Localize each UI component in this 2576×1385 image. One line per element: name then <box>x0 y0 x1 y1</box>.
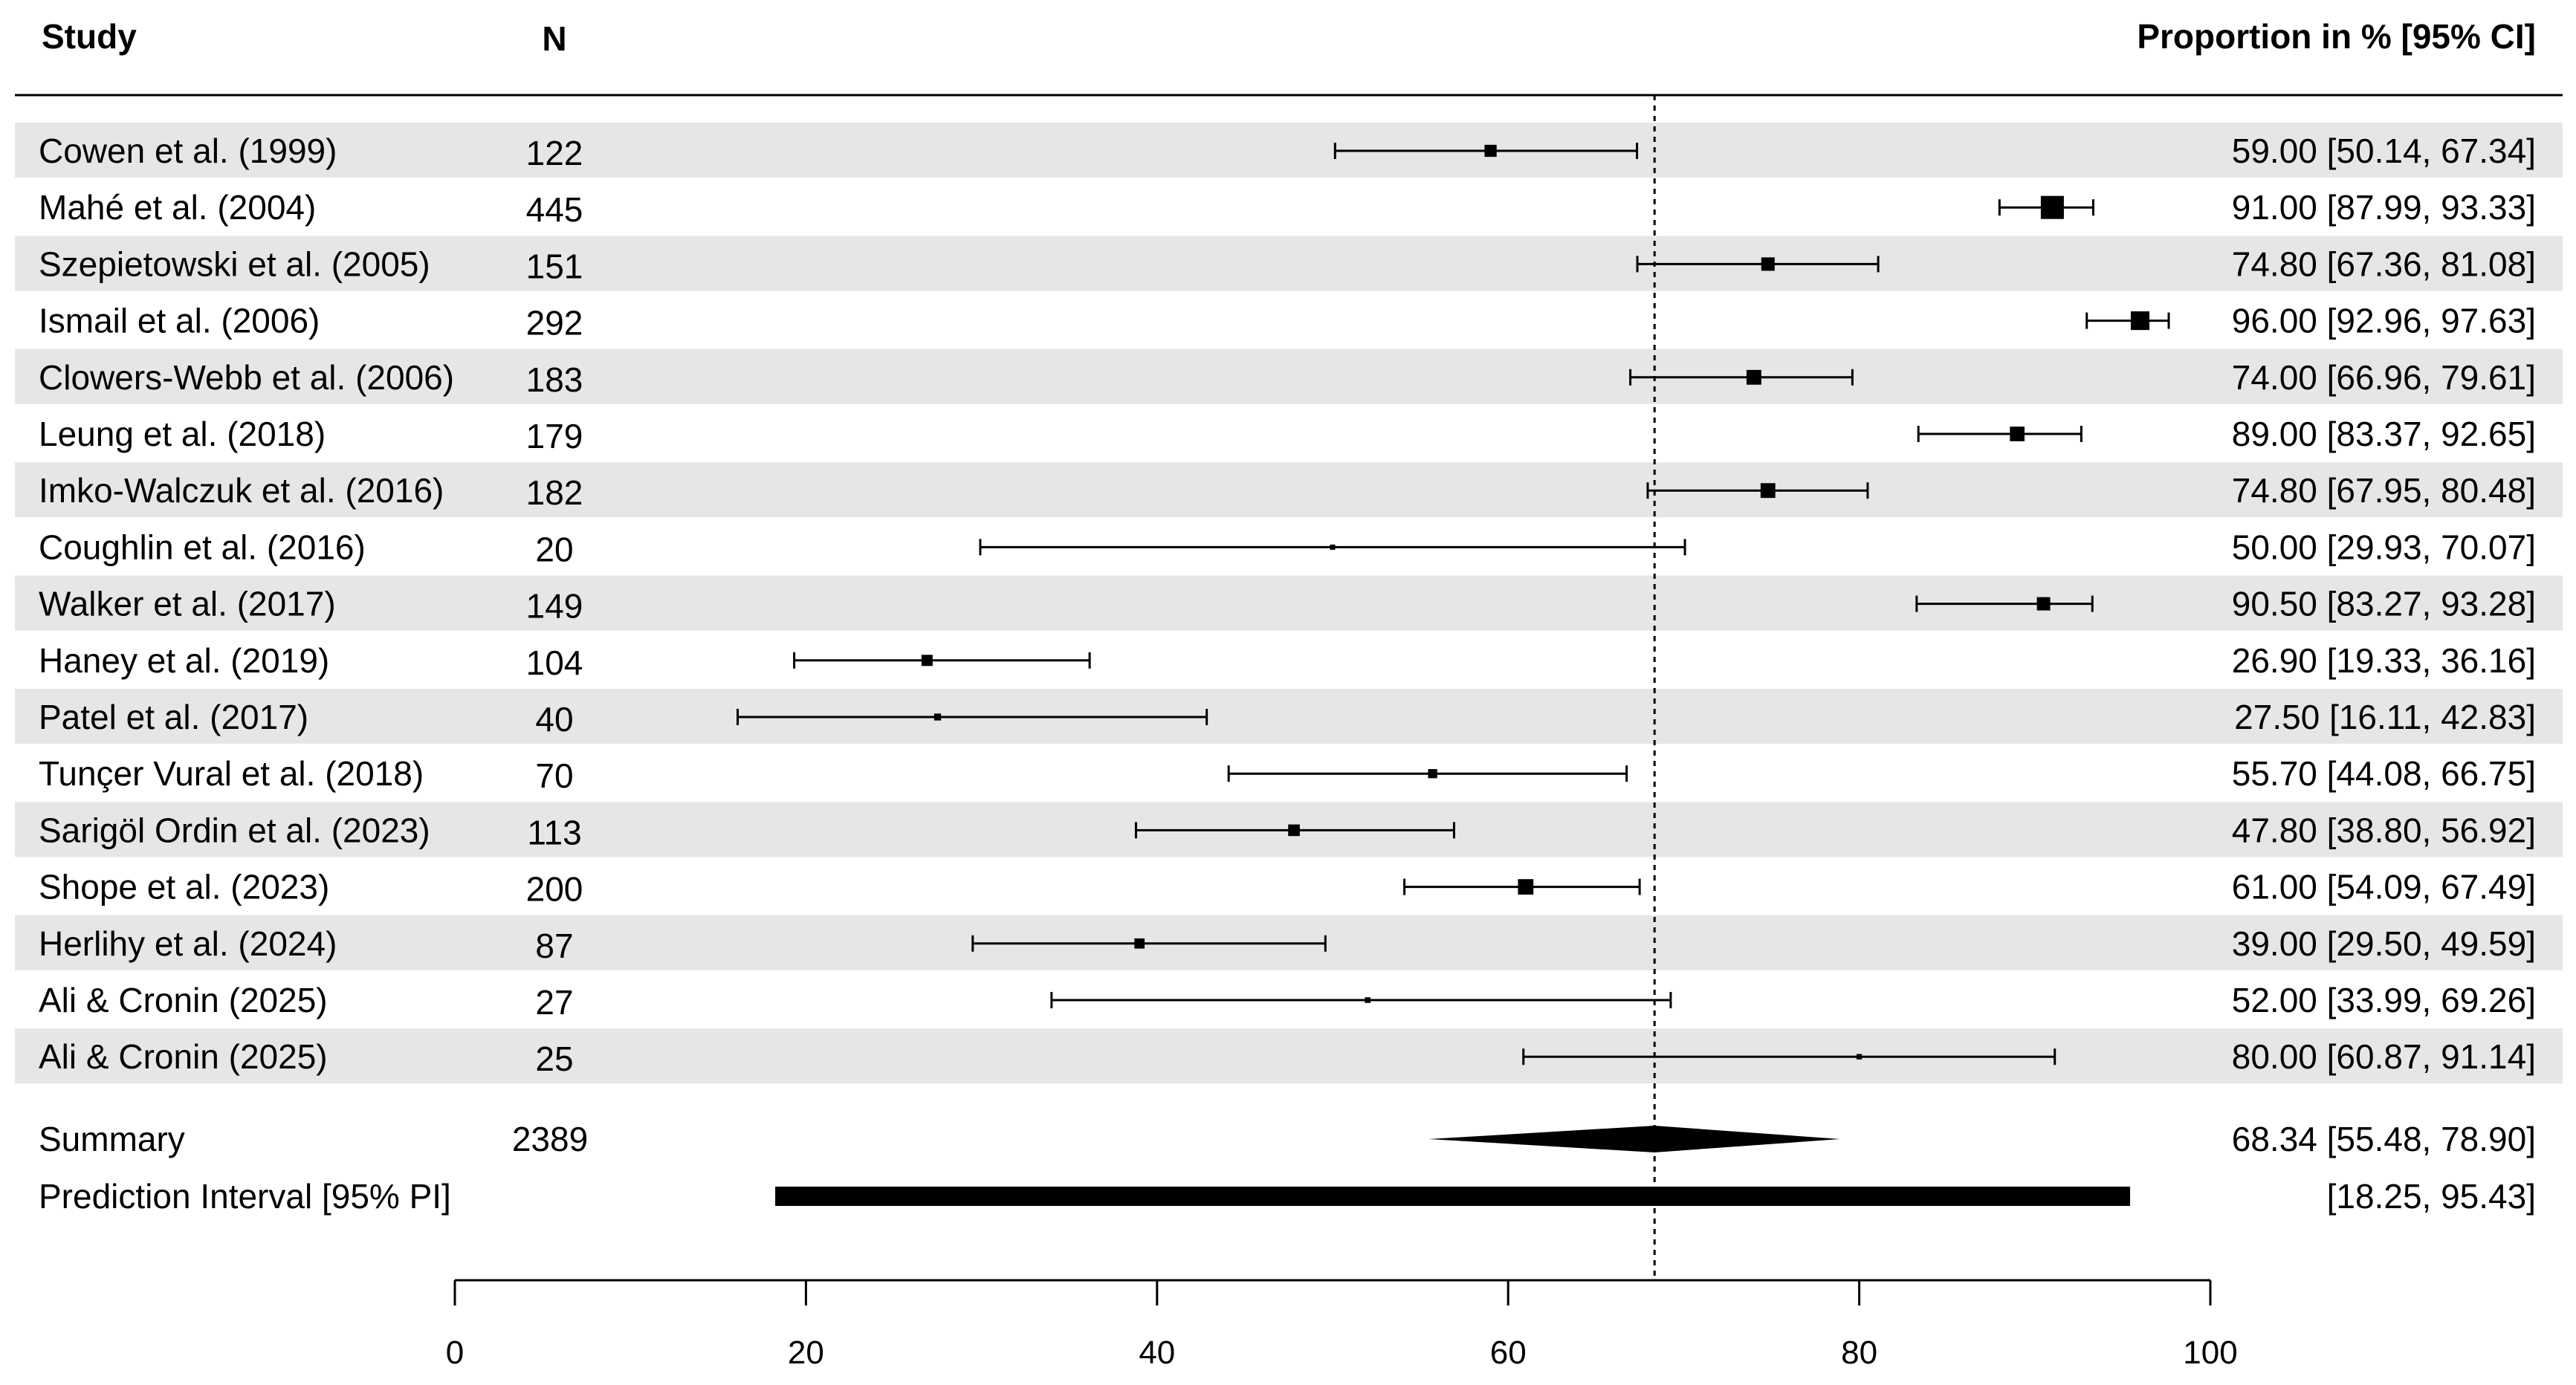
study-estimate-text: 80.00 [60.87, 91.14] <box>2232 1037 2536 1076</box>
x-tick-label: 60 <box>1490 1334 1527 1371</box>
row-shade <box>15 462 2563 518</box>
x-tick-label: 40 <box>1139 1334 1175 1371</box>
study-label: Herlihy et al. (2024) <box>39 924 337 963</box>
study-n: 40 <box>535 700 573 739</box>
point-estimate-box <box>2010 426 2025 441</box>
study-label: Tunçer Vural et al. (2018) <box>39 754 424 793</box>
study-label: Walker et al. (2017) <box>39 585 336 623</box>
study-label: Ali & Cronin (2025) <box>39 981 328 1019</box>
study-marks <box>737 143 2170 1065</box>
study-label: Ismail et al. (2006) <box>39 302 320 340</box>
study-label: Ali & Cronin (2025) <box>39 1037 328 1076</box>
x-tick-label: 20 <box>788 1334 824 1371</box>
x-axis: 0 20 40 60 80 100 <box>446 1279 2238 1371</box>
summary-label: Summary <box>39 1120 185 1158</box>
point-estimate-box <box>933 713 942 721</box>
study-estimate-text: 91.00 [87.99, 93.33] <box>2232 188 2536 227</box>
study-estimate-text: 47.80 [38.80, 56.92] <box>2232 811 2536 849</box>
pi-label: Prediction Interval [95% PI] <box>39 1177 451 1216</box>
study-n: 122 <box>526 134 583 172</box>
study-estimate-text: 74.80 [67.95, 80.48] <box>2232 471 2536 510</box>
point-estimate-box <box>1518 879 1534 895</box>
summary-group: Summary 2389 68.34 [55.48, 78.90] Predictio… <box>39 1120 2536 1216</box>
study-n: 27 <box>535 983 573 1022</box>
point-estimate-box <box>1134 938 1145 949</box>
point-estimate-box <box>1288 824 1300 837</box>
study-estimate-text: 39.00 [29.50, 49.59] <box>2232 924 2536 963</box>
study-label: Sarigöl Ordin et al. (2023) <box>39 811 430 849</box>
study-estimate-text: 52.00 [33.99, 69.26] <box>2232 981 2536 1019</box>
study-estimate-text: 74.00 [66.96, 79.61] <box>2232 358 2536 397</box>
study-n: 179 <box>526 417 583 455</box>
point-estimate-box <box>2040 195 2064 219</box>
study-estimate-text: 55.70 [44.08, 66.75] <box>2232 754 2536 793</box>
study-label: Clowers-Webb et al. (2006) <box>39 358 454 397</box>
row-shade <box>15 1028 2563 1084</box>
study-n: 151 <box>526 247 583 285</box>
row-shade <box>15 689 2563 744</box>
summary-n: 2389 <box>512 1120 588 1158</box>
header-study: Study <box>42 17 137 56</box>
study-n: 87 <box>535 927 573 965</box>
study-label: Shope et al. (2023) <box>39 868 329 906</box>
study-n: 149 <box>526 587 583 626</box>
study-n: 182 <box>526 473 583 512</box>
study-label: Patel et al. (2017) <box>39 698 308 736</box>
point-estimate-box <box>1330 544 1336 550</box>
study-n: 200 <box>526 870 583 909</box>
study-label: Leung et al. (2018) <box>39 415 326 453</box>
point-estimate-box <box>1746 369 1761 385</box>
study-n: 20 <box>535 530 573 568</box>
prediction-interval-bar <box>775 1187 2131 1206</box>
study-n: 292 <box>526 304 583 343</box>
study-label: Mahé et al. (2004) <box>39 188 316 227</box>
study-n: 70 <box>535 756 573 795</box>
study-n: 113 <box>527 813 581 852</box>
header-n: N <box>542 19 566 58</box>
study-estimate-text: 61.00 [54.09, 67.49] <box>2232 868 2536 906</box>
study-label: Cowen et al. (1999) <box>39 132 337 170</box>
study-label: Haney et al. (2019) <box>39 641 329 680</box>
study-estimate-text: 59.00 [50.14, 67.34] <box>2232 132 2536 170</box>
study-estimate-text: 89.00 [83.37, 92.65] <box>2232 415 2536 453</box>
point-estimate-box <box>1760 483 1776 499</box>
point-estimate-box <box>2130 311 2150 331</box>
study-n: 25 <box>535 1039 573 1078</box>
header-estimate: Proportion in % [95% CI] <box>2137 17 2536 56</box>
point-estimate-box <box>1856 1054 1863 1060</box>
point-estimate-box <box>1761 257 1775 271</box>
summary-diamond <box>1428 1126 1840 1152</box>
row-shade <box>15 123 2563 178</box>
point-estimate-box <box>921 655 933 666</box>
x-tick-label: 100 <box>2183 1334 2237 1371</box>
study-label: Coughlin et al. (2016) <box>39 528 366 566</box>
row-shading-layer <box>15 123 2563 1084</box>
point-estimate-box <box>1484 144 1497 158</box>
study-estimate-text: 50.00 [29.93, 70.07] <box>2232 528 2536 566</box>
study-label: Imko-Walczuk et al. (2016) <box>39 471 444 510</box>
study-label: Szepietowski et al. (2005) <box>39 244 430 283</box>
row-shade <box>15 348 2563 404</box>
study-estimate-text: 74.80 [67.36, 81.08] <box>2232 244 2536 283</box>
study-rows: Cowen et al. (1999) 122 59.00 [50.14, 67.3… <box>39 132 2536 1078</box>
study-estimate-text: 27.50 [16.11, 42.83] <box>2234 698 2536 736</box>
study-n: 183 <box>526 360 583 399</box>
point-estimate-box <box>1428 769 1437 779</box>
study-estimate-text: 96.00 [92.96, 97.63] <box>2232 302 2536 340</box>
study-n: 104 <box>526 643 583 682</box>
row-shade <box>15 236 2563 291</box>
study-estimate-text: 90.50 [83.27, 93.28] <box>2232 585 2536 623</box>
pi-text: [18.25, 95.43] <box>2327 1177 2536 1216</box>
study-n: 445 <box>526 190 583 229</box>
row-shade <box>15 575 2563 631</box>
x-tick-label: 80 <box>1841 1334 1877 1371</box>
point-estimate-box <box>2036 597 2051 611</box>
x-tick-label: 0 <box>446 1334 464 1371</box>
summary-estimate-text: 68.34 [55.48, 78.90] <box>2232 1120 2536 1158</box>
point-estimate-box <box>1365 997 1371 1003</box>
study-estimate-text: 26.90 [19.33, 36.16] <box>2232 641 2536 680</box>
